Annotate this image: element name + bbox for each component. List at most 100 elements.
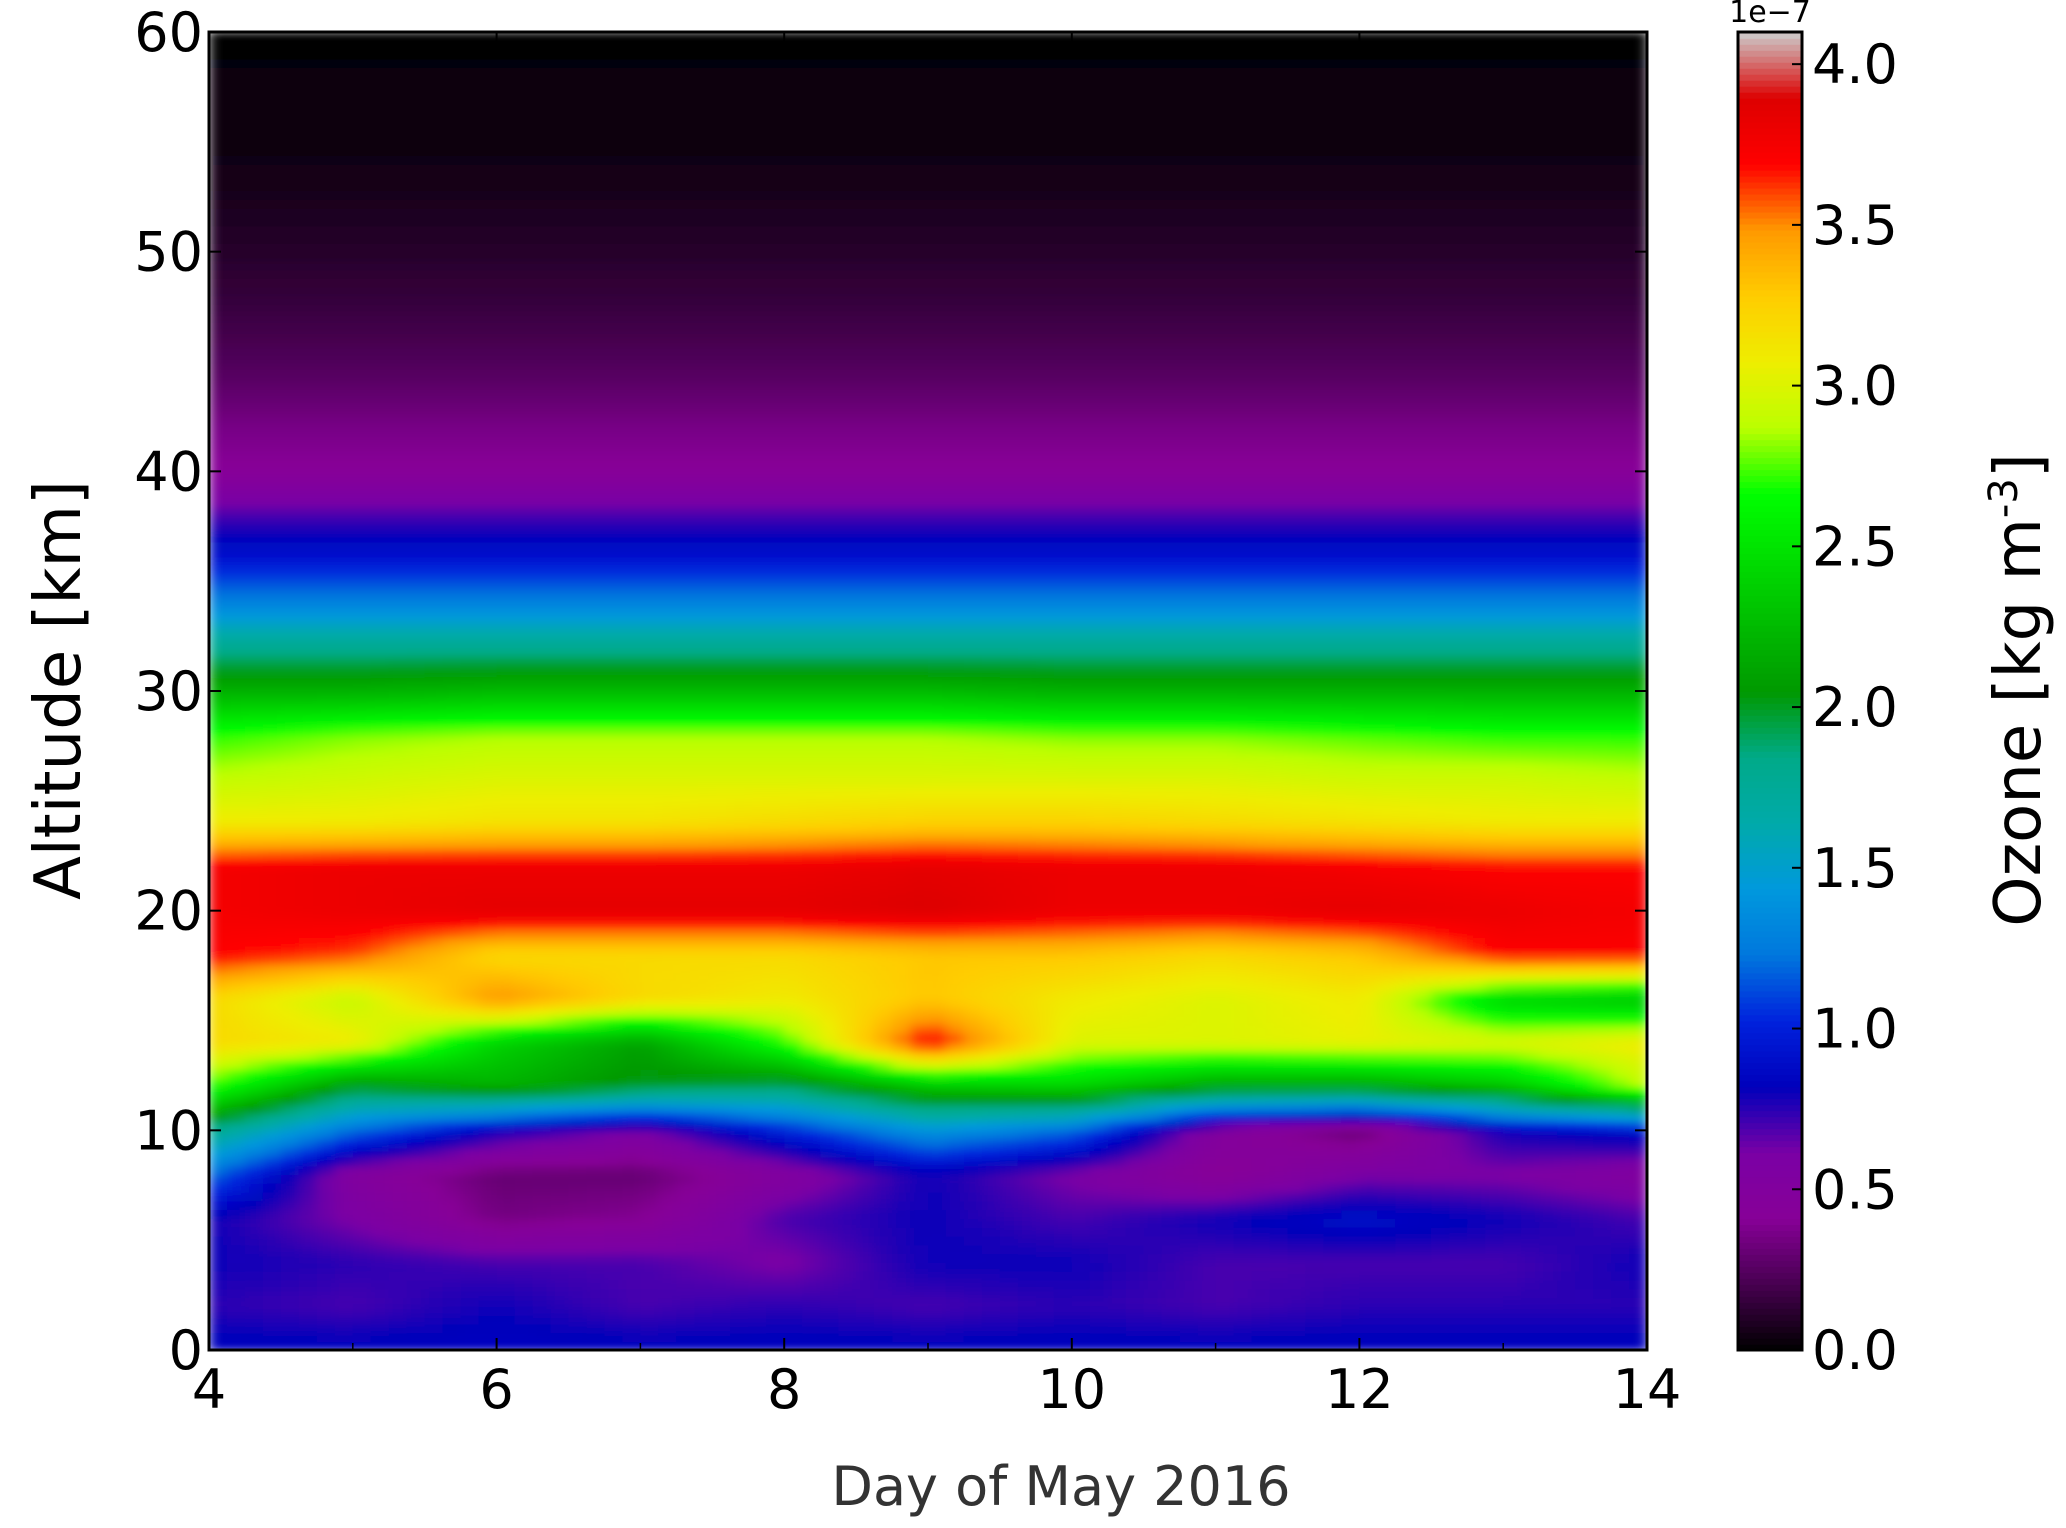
heatmap-cell [514,1253,534,1263]
heatmap-cell [802,1314,821,1325]
heatmap-cell [244,146,264,156]
heatmap-cell [478,480,498,490]
heatmap-cell [640,611,660,622]
heatmap-cell [586,1323,606,1334]
heatmap-cell [550,1262,570,1272]
heatmap-cell [712,787,732,798]
heatmap-cell [784,286,803,297]
heatmap-cell [460,1332,480,1343]
heatmap-cell [658,629,678,640]
heatmap-cell [334,901,354,912]
heatmap-cell [496,998,516,1009]
heatmap-cell [694,1191,714,1202]
heatmap-cell [586,444,606,455]
heatmap-cell [226,216,246,227]
heatmap-cell [209,980,228,991]
heatmap-cell [424,664,444,675]
heatmap-cell [262,603,282,613]
heatmap-cell [640,251,660,262]
heatmap-cell [676,1147,696,1158]
heatmap-cell [532,1341,552,1350]
heatmap-cell [244,304,264,314]
heatmap-cell [712,392,732,402]
heatmap-cell [424,75,444,86]
heatmap-cell [442,207,462,218]
heatmap-cell [712,374,732,385]
heatmap-cell [406,647,426,657]
heatmap-cell [748,875,768,886]
heatmap-cell [262,58,282,68]
heatmap-cell [568,330,588,341]
heatmap-cell [209,392,228,402]
heatmap-cell [784,532,803,543]
heatmap-cell [442,128,462,139]
heatmap-cell [748,146,768,156]
heatmap-cell [298,1306,318,1316]
heatmap-cell [730,761,750,771]
heatmap-cell [226,743,246,754]
heatmap-cell [424,480,444,490]
heatmap-cell [424,682,444,692]
heatmap-cell [424,778,444,789]
heatmap-cell [748,1130,768,1140]
heatmap-cell [352,1270,372,1281]
heatmap-cell [604,620,624,631]
heatmap-cell [460,901,480,912]
heatmap-cell [712,1147,732,1158]
heatmap-cell [658,155,678,165]
heatmap-cell [334,980,354,991]
heatmap-cell [209,567,228,578]
heatmap-cell [442,234,462,244]
heatmap-cell [388,155,408,165]
heatmap-cell [334,831,354,842]
heatmap-cell [586,550,606,560]
heatmap-cell [766,321,786,332]
heatmap-cell [298,998,318,1009]
heatmap-cell [640,840,660,850]
heatmap-cell [244,488,264,499]
heatmap-cell [280,550,300,560]
heatmap-cell [352,559,372,569]
heatmap-cell [586,1314,606,1325]
heatmap-cell [532,155,552,165]
heatmap-cell [640,866,660,877]
heatmap-cell [802,1086,821,1096]
heatmap-cell [766,963,786,973]
heatmap-cell [244,1244,264,1255]
heatmap-cell [478,242,498,253]
heatmap-cell [604,1244,624,1255]
heatmap-cell [424,603,444,613]
heatmap-cell [586,937,606,947]
heatmap-cell [262,1270,282,1281]
heatmap-cell [532,137,552,148]
heatmap-cell [622,146,642,156]
heatmap-cell [496,734,516,745]
heatmap-cell [262,497,282,508]
heatmap-cell [209,638,228,648]
heatmap-cell [568,198,588,209]
heatmap-cell [442,901,462,912]
heatmap-cell [766,1341,786,1350]
heatmap-cell [280,805,300,815]
heatmap-cell [658,67,678,77]
heatmap-cell [496,822,516,833]
heatmap-cell [532,172,552,183]
heatmap-cell [209,805,228,815]
heatmap-cell [766,1147,786,1158]
heatmap-cell [298,884,318,894]
heatmap-cell [622,32,642,42]
heatmap-cell [280,234,300,244]
heatmap-cell [586,1086,606,1096]
heatmap-cell [316,409,336,420]
heatmap-cell [730,919,750,930]
heatmap-cell [586,427,606,437]
heatmap-cell [334,1042,354,1053]
heatmap-cell [316,40,336,51]
heatmap-cell [604,207,624,218]
heatmap-cell [262,234,282,244]
heatmap-cell [784,357,803,367]
heatmap-cell [622,304,642,314]
heatmap-cell [694,1209,714,1219]
heatmap-cell [784,743,803,754]
heatmap-cell [658,541,678,552]
